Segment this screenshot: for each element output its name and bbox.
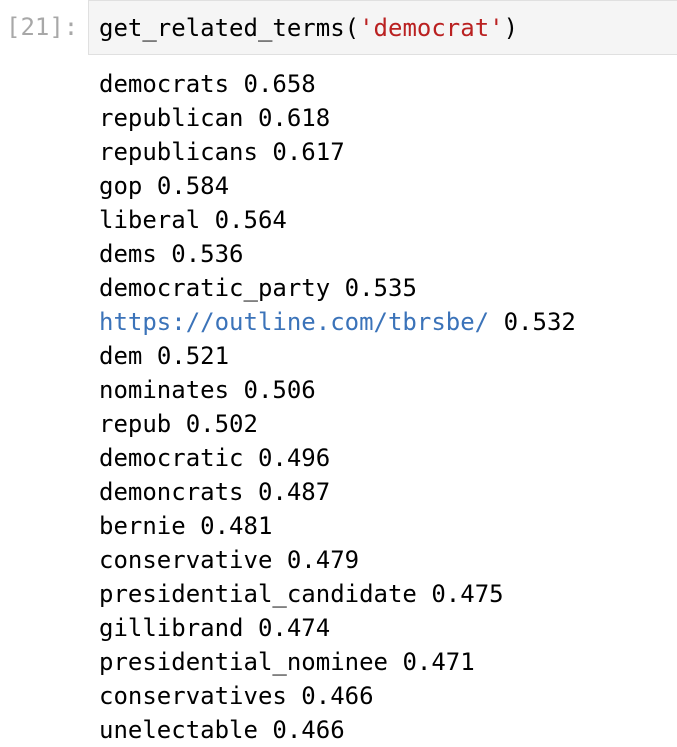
output-line: bernie 0.481 [99, 509, 576, 543]
output-line: conservatives 0.466 [99, 679, 576, 713]
output-term: dem [99, 342, 143, 370]
output-line: presidential_nominee 0.471 [99, 645, 576, 679]
output-score: 0.564 [214, 206, 287, 234]
output-term: nominates [99, 376, 230, 404]
output-score: 0.496 [257, 444, 331, 472]
output-line: liberal 0.564 [99, 203, 576, 237]
output-term: presidential_candidate [99, 580, 417, 608]
code-string-argument: 'democrat' [359, 14, 504, 42]
code-close-paren: ) [503, 14, 519, 42]
output-term: democratic [99, 444, 244, 472]
output-term: bernie [99, 512, 186, 540]
output-line: https://outline.com/tbrsbe/ 0.532 [99, 305, 576, 339]
output-term: demoncrats [99, 478, 244, 506]
output-score: 0.617 [272, 138, 345, 166]
output-line: conservative 0.479 [99, 543, 576, 577]
cell-output: democrats 0.658 republican 0.618 republica… [99, 67, 576, 747]
output-score: 0.479 [286, 546, 360, 574]
output-line: gillibrand 0.474 [99, 611, 576, 645]
output-line: democratic_party 0.535 [99, 271, 576, 305]
output-term: conservative [99, 546, 273, 574]
output-line: repub 0.502 [99, 407, 576, 441]
output-term: dems [99, 240, 157, 268]
output-term: democrats [99, 70, 230, 98]
output-line: presidential_candidate 0.475 [99, 577, 576, 611]
output-score: 0.618 [257, 104, 331, 132]
output-term: liberal [99, 206, 201, 234]
output-score: 0.584 [156, 172, 230, 200]
code-line: get_related_terms('democrat') [99, 13, 518, 43]
output-line: democrats 0.658 [99, 67, 576, 101]
output-score: 0.536 [171, 240, 244, 268]
output-score: 0.471 [402, 648, 475, 676]
output-score: 0.474 [257, 614, 331, 642]
output-score: 0.487 [257, 478, 331, 506]
code-input-cell[interactable]: get_related_terms('democrat') [88, 0, 677, 55]
output-term: republicans [99, 138, 258, 166]
output-term: republican [99, 104, 244, 132]
output-score: 0.475 [431, 580, 504, 608]
output-line: unelectable 0.466 [99, 713, 576, 747]
output-line: demoncrats 0.487 [99, 475, 576, 509]
output-term: gop [99, 172, 143, 200]
output-score: 0.535 [344, 274, 417, 302]
output-score: 0.502 [185, 410, 258, 438]
output-term-link[interactable]: https://outline.com/tbrsbe/ [99, 308, 490, 336]
output-score: 0.532 [503, 308, 576, 336]
output-score: 0.466 [301, 682, 374, 710]
output-line: nominates 0.506 [99, 373, 576, 407]
output-term: repub [99, 410, 172, 438]
output-term: unelectable [99, 716, 258, 744]
output-term: gillibrand [99, 614, 244, 642]
output-term: presidential_nominee [99, 648, 388, 676]
output-score: 0.466 [272, 716, 345, 744]
output-score: 0.521 [156, 342, 230, 370]
cell-prompt: [21]: [6, 13, 79, 41]
output-line: gop 0.584 [99, 169, 576, 203]
output-line: dems 0.536 [99, 237, 576, 271]
output-line: dem 0.521 [99, 339, 576, 373]
output-line: democratic 0.496 [99, 441, 576, 475]
output-line: republican 0.618 [99, 101, 576, 135]
code-function-call: get_related_terms( [99, 14, 360, 42]
output-score: 0.658 [243, 70, 316, 98]
output-term: conservatives [99, 682, 287, 710]
output-term: democratic_party [99, 274, 331, 302]
output-score: 0.481 [200, 512, 273, 540]
output-line: republicans 0.617 [99, 135, 576, 169]
output-score: 0.506 [243, 376, 316, 404]
